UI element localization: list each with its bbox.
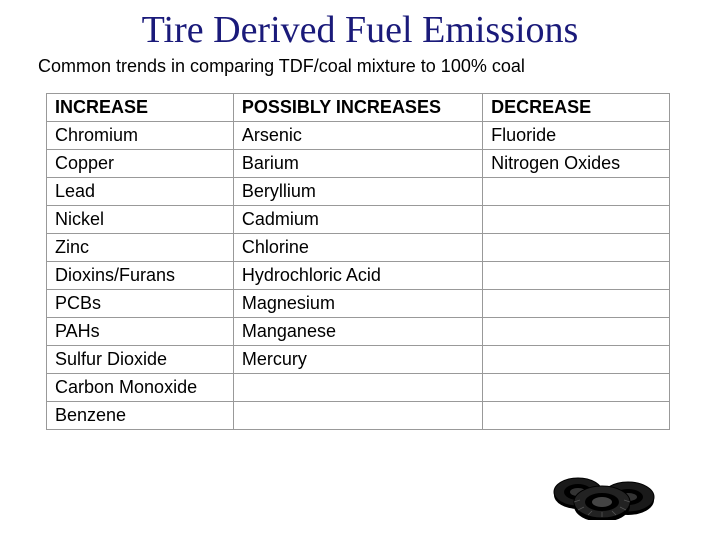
header-decrease: DECREASE <box>483 94 670 122</box>
tire-stack-icon <box>550 450 670 520</box>
cell: Fluoride <box>483 122 670 150</box>
table-row: Benzene <box>47 402 670 430</box>
cell: Manganese <box>233 318 482 346</box>
cell: Magnesium <box>233 290 482 318</box>
cell <box>483 206 670 234</box>
cell: Beryllium <box>233 178 482 206</box>
cell: Hydrochloric Acid <box>233 262 482 290</box>
cell: Benzene <box>47 402 234 430</box>
cell: Cadmium <box>233 206 482 234</box>
cell: Dioxins/Furans <box>47 262 234 290</box>
cell <box>483 402 670 430</box>
cell: Chromium <box>47 122 234 150</box>
emissions-table-container: INCREASE POSSIBLY INCREASES DECREASE Chr… <box>0 93 720 430</box>
cell: Nitrogen Oxides <box>483 150 670 178</box>
page-title: Tire Derived Fuel Emissions <box>0 0 720 56</box>
cell: Copper <box>47 150 234 178</box>
table-row: Lead Beryllium <box>47 178 670 206</box>
cell: Zinc <box>47 234 234 262</box>
header-possibly-increases: POSSIBLY INCREASES <box>233 94 482 122</box>
cell <box>483 318 670 346</box>
table-row: Copper Barium Nitrogen Oxides <box>47 150 670 178</box>
table-row: Dioxins/Furans Hydrochloric Acid <box>47 262 670 290</box>
cell <box>483 290 670 318</box>
cell: Mercury <box>233 346 482 374</box>
cell: Lead <box>47 178 234 206</box>
table-row: Sulfur Dioxide Mercury <box>47 346 670 374</box>
cell <box>483 374 670 402</box>
emissions-table: INCREASE POSSIBLY INCREASES DECREASE Chr… <box>46 93 670 430</box>
cell: PAHs <box>47 318 234 346</box>
cell <box>483 262 670 290</box>
cell <box>483 346 670 374</box>
table-row: Chromium Arsenic Fluoride <box>47 122 670 150</box>
cell <box>233 402 482 430</box>
cell: Arsenic <box>233 122 482 150</box>
cell: Sulfur Dioxide <box>47 346 234 374</box>
cell: Carbon Monoxide <box>47 374 234 402</box>
cell: Nickel <box>47 206 234 234</box>
cell <box>483 234 670 262</box>
table-body: Chromium Arsenic Fluoride Copper Barium … <box>47 122 670 430</box>
header-increase: INCREASE <box>47 94 234 122</box>
cell: Chlorine <box>233 234 482 262</box>
cell: PCBs <box>47 290 234 318</box>
table-header-row: INCREASE POSSIBLY INCREASES DECREASE <box>47 94 670 122</box>
table-row: Nickel Cadmium <box>47 206 670 234</box>
table-row: Carbon Monoxide <box>47 374 670 402</box>
cell: Barium <box>233 150 482 178</box>
table-row: PAHs Manganese <box>47 318 670 346</box>
subtitle: Common trends in comparing TDF/coal mixt… <box>0 56 720 93</box>
cell <box>483 178 670 206</box>
table-row: PCBs Magnesium <box>47 290 670 318</box>
table-row: Zinc Chlorine <box>47 234 670 262</box>
cell <box>233 374 482 402</box>
